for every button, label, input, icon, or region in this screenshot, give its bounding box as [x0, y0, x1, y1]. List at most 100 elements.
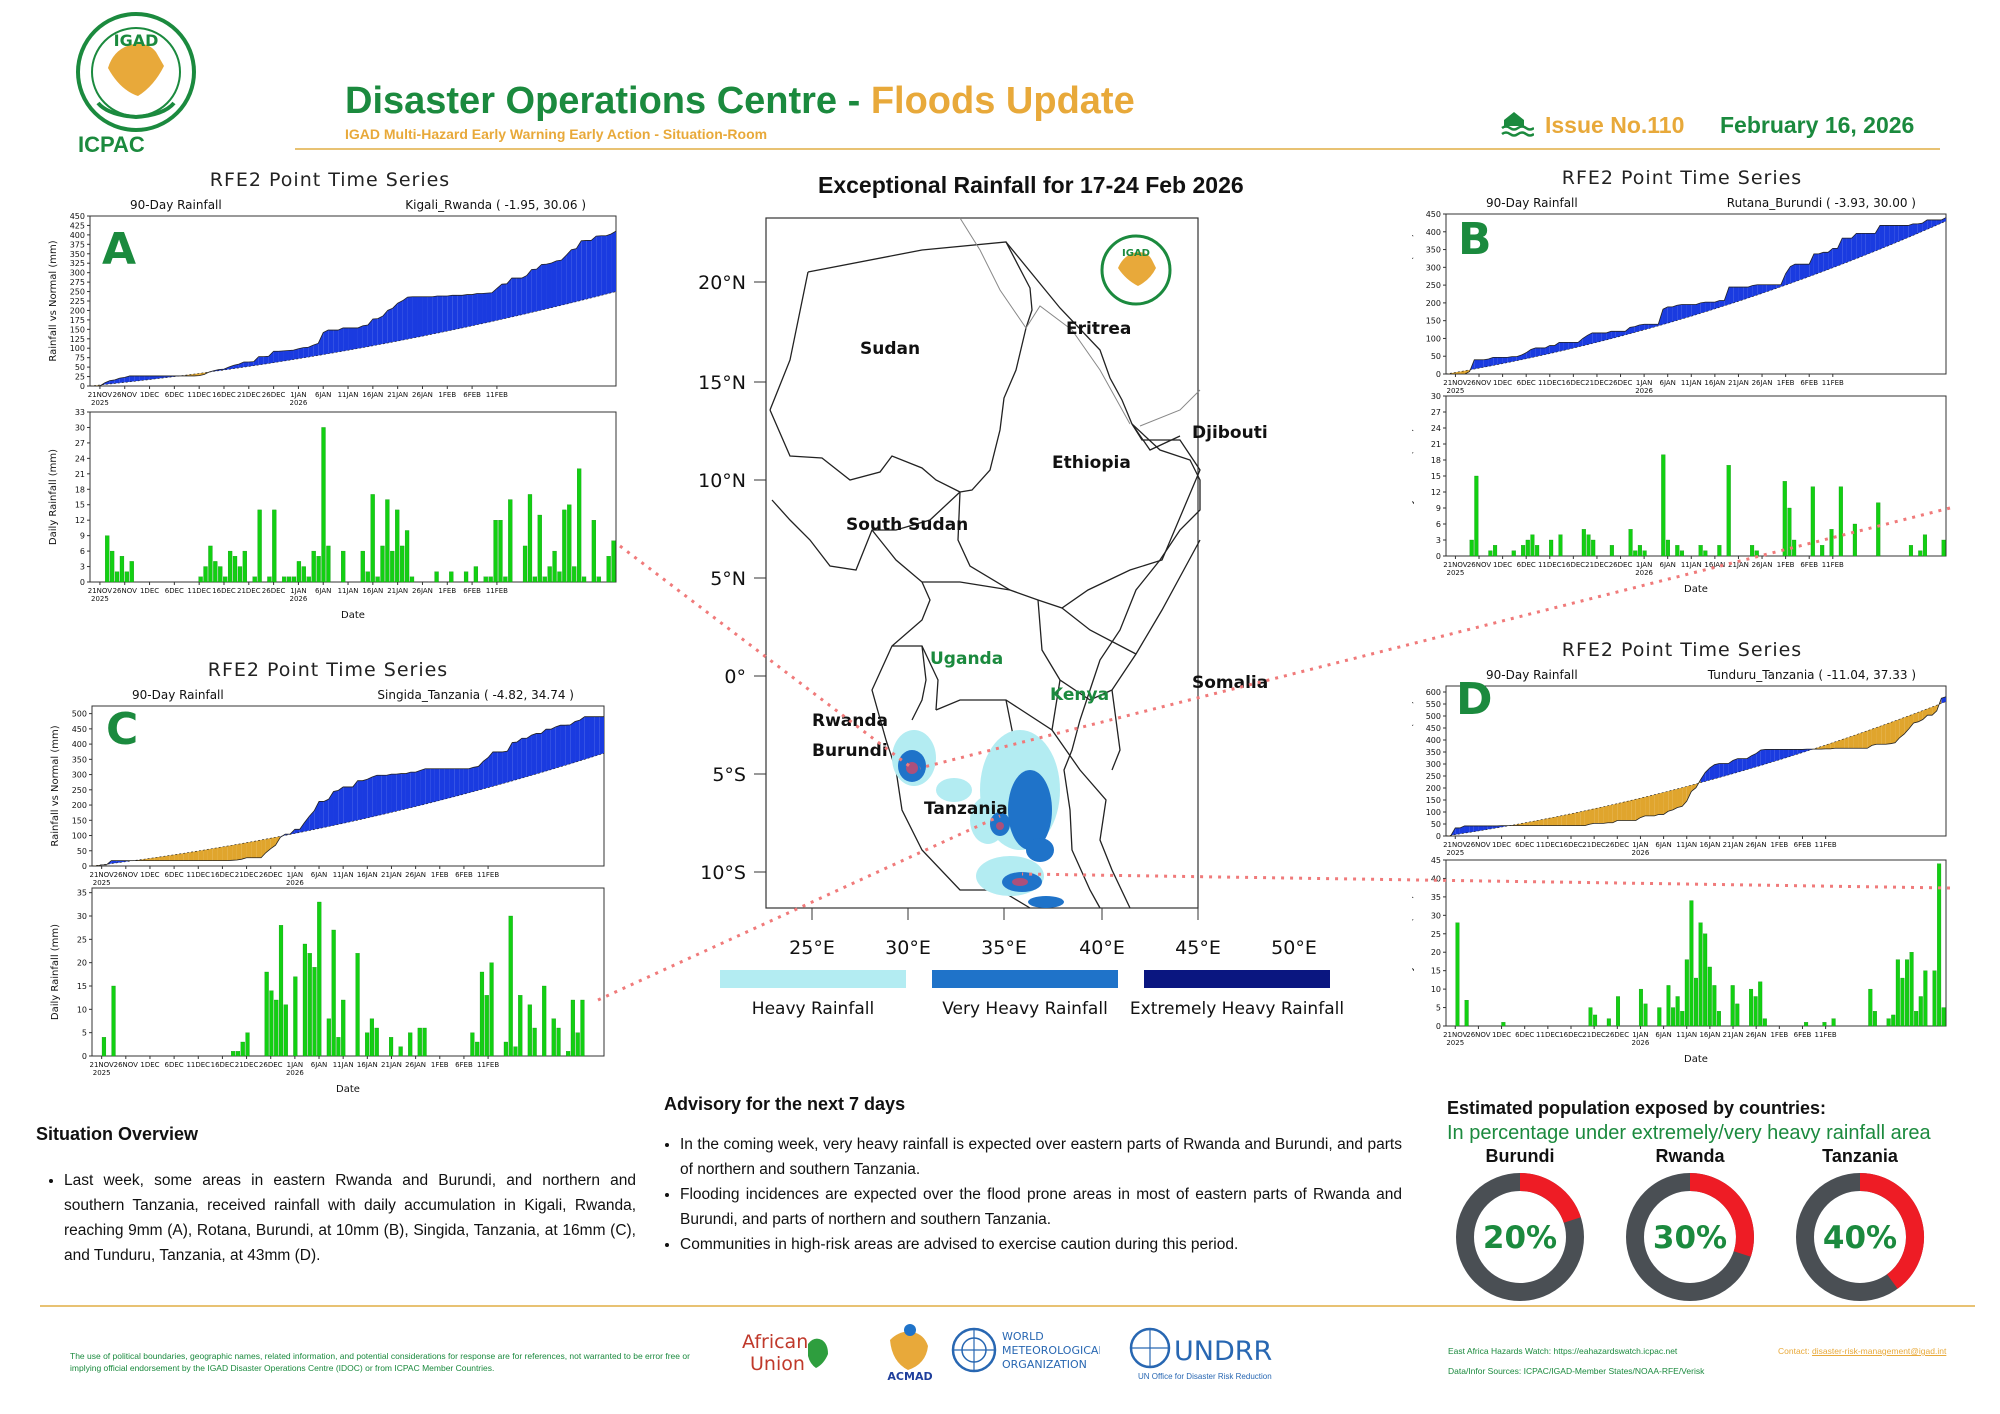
cumulative-band: [556, 260, 562, 307]
daily-bar: [566, 1051, 571, 1057]
daily-bar: [1643, 1003, 1648, 1027]
cumulative-band: [1865, 233, 1871, 255]
daily-bar: [537, 514, 542, 583]
cumulative-band: [372, 318, 378, 346]
cumulative-band: [265, 838, 271, 853]
donut-country-label: Tanzania: [1822, 1146, 1898, 1166]
xtick-label: 11FEB: [486, 587, 508, 595]
cumulative-band: [323, 330, 329, 355]
daily-bar: [296, 561, 302, 583]
cumulative-band: [579, 716, 585, 761]
lat-tick-label: 5°S: [712, 764, 746, 786]
cumulative-band: [308, 345, 314, 358]
cumulative-band: [1733, 758, 1738, 774]
cumulative-band: [1884, 225, 1890, 248]
cumulative-band: [159, 856, 165, 861]
daily-bar: [269, 990, 274, 1057]
cumulative-band: [333, 790, 339, 826]
cumulative-band: [268, 351, 274, 364]
cumulative-band: [1626, 800, 1632, 821]
donut-chart: 40%: [1796, 1173, 1924, 1301]
cumulative-band: [386, 774, 392, 814]
chart-station: Tunduru_Tanzania ( -11.04, 37.33 ): [1707, 668, 1916, 682]
daily-xlabel: Date: [336, 1084, 360, 1095]
daily-bar: [1782, 481, 1787, 557]
xtick-label: 21NOV: [88, 587, 113, 595]
daily-ytick-label: 21: [75, 470, 85, 479]
cumulative-band: [1478, 825, 1484, 831]
cum-ytick-label: 400: [1426, 228, 1441, 237]
footer-divider: [40, 1305, 1975, 1307]
chart-station: Singida_Tanzania ( -4.82, 34.74 ): [377, 688, 574, 702]
contact-email[interactable]: disaster-risk-management@igad.int: [1812, 1346, 1947, 1356]
cumulative-band: [1705, 302, 1711, 312]
cum-ytick-label: 300: [72, 771, 87, 780]
cumulative-band: [1890, 720, 1896, 744]
rainfall-map: 20°N 15°N 10°N 5°N 0° 5°S 10°S 25°E 30°E 35°E 40°…: [660, 210, 1360, 1030]
cumulative-band: [381, 775, 387, 815]
cumulative-band: [516, 278, 522, 316]
daily-bar: [417, 1027, 422, 1057]
cum-ytick-label: 0: [80, 382, 85, 391]
cumulative-band: [129, 375, 135, 382]
cumulative-band: [236, 843, 242, 861]
xtick-label: 11FEB: [1815, 841, 1837, 849]
xtick-label: 1FEB: [1770, 841, 1788, 849]
cumulative-band: [412, 296, 418, 339]
cumulative-band: [1790, 264, 1796, 284]
advisory-item: Communities in high-risk areas are advis…: [680, 1232, 1402, 1257]
daily-plot-frame: [1445, 395, 1947, 557]
xtick-label: 26NOV: [113, 587, 138, 595]
daily-ytick-label: 6: [80, 547, 85, 556]
panel-b: RFE2 Point Time Series 90-Day Rainfall Rut…: [1404, 158, 1972, 598]
population-donuts: Burundi 20% Rwanda 30% Tanzania 40%: [1440, 1146, 1980, 1306]
cumulative-band: [1738, 287, 1744, 302]
daily-bar: [1758, 981, 1763, 1027]
daily-bar: [307, 953, 312, 1057]
cumulative-band: [241, 842, 247, 860]
cumulative-band: [338, 786, 344, 825]
cum-ytick-label: 450: [1426, 210, 1441, 219]
daily-bar: [369, 1018, 374, 1057]
chart-title: RFE2 Point Time Series: [208, 659, 448, 681]
xtick-label: 1JAN: [1632, 1031, 1648, 1039]
xtick-year: 2026: [1635, 387, 1653, 395]
cumulative-band: [463, 768, 469, 795]
cumulative-band: [594, 716, 600, 757]
xtick-label: 21NOV: [1443, 561, 1468, 569]
xtick-label: 1FEB: [1770, 1031, 1788, 1039]
xtick-label: 6JAN: [1659, 379, 1675, 387]
xtick-label: 21DEC: [1585, 561, 1609, 569]
cumulative-band: [1832, 248, 1838, 268]
cumulative-band: [183, 852, 189, 861]
xtick-label: 21DEC: [235, 871, 259, 879]
daily-bar: [449, 571, 454, 583]
daily-bar: [365, 571, 370, 583]
daily-ytick-label: 9: [1436, 504, 1441, 513]
cumulative-band: [1612, 803, 1618, 823]
cumulative-band: [139, 375, 145, 381]
cum-ytick-label: 425: [70, 221, 85, 230]
cumulative-band: [1635, 798, 1641, 821]
cumulative-band: [1743, 287, 1748, 300]
cumulative-band: [606, 233, 612, 295]
cumulative-band: [1649, 794, 1655, 816]
xtick-label: 11FEB: [1822, 561, 1844, 569]
daily-bar: [434, 571, 439, 583]
daily-ytick-label: 18: [75, 485, 85, 494]
cumulative-band: [575, 720, 580, 763]
map-igad-logo: IGAD: [1100, 234, 1172, 306]
label-ethiopia: Ethiopia: [1052, 453, 1131, 473]
daily-bar: [1675, 996, 1680, 1027]
daily-ytick-label: 15: [75, 501, 85, 510]
daily-bar: [311, 550, 316, 583]
cumulative-band: [1512, 356, 1517, 362]
donut-percent: 20%: [1483, 1220, 1557, 1256]
cumulative-band: [1714, 300, 1720, 309]
xtick-label: 11DEC: [187, 587, 211, 595]
chart-title: RFE2 Point Time Series: [1562, 167, 1802, 189]
cumulative-band: [565, 724, 571, 766]
cumulative-band: [323, 799, 329, 828]
daily-bar: [1918, 996, 1923, 1027]
cumulative-band: [251, 840, 257, 858]
